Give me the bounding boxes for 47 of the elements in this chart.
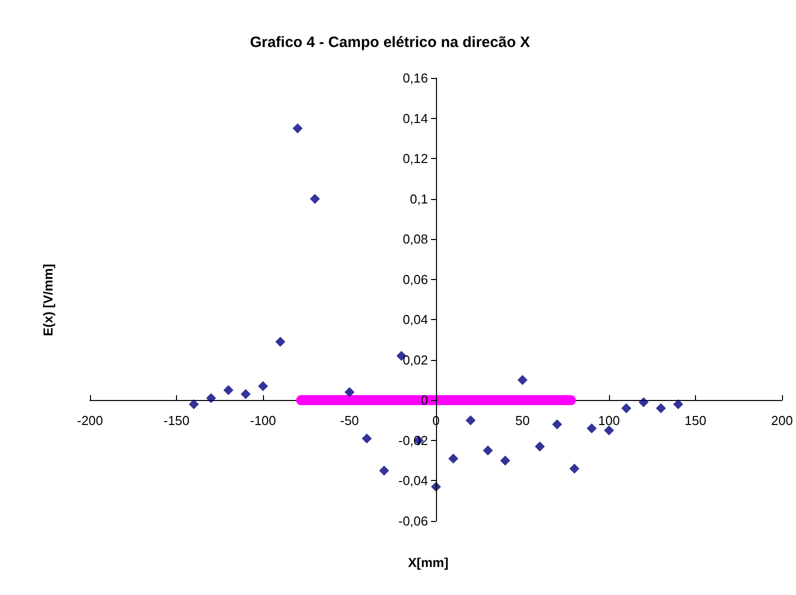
point	[188, 399, 199, 410]
y-tick-label: 0,04	[402, 312, 428, 328]
y-axis-title: E(x) [V/mm]	[40, 264, 56, 336]
point	[552, 419, 562, 430]
point	[621, 403, 632, 414]
x-tick-label: 50	[515, 413, 530, 428]
point	[466, 415, 476, 426]
point	[344, 387, 354, 398]
x-tick-label: 150	[684, 413, 706, 428]
y-tick-label: -0,04	[398, 473, 428, 488]
y-tick-label: -0,06	[398, 514, 428, 528]
x-tick-label: -50	[340, 413, 359, 428]
point	[586, 423, 597, 434]
point	[534, 441, 545, 452]
y-tick-label: 0,06	[402, 272, 428, 287]
x-tick-label: 100	[598, 413, 620, 428]
x-tick-label: -200	[76, 413, 104, 428]
x-tick-label: -150	[163, 413, 190, 428]
point	[206, 393, 216, 404]
y-tick-label: 0,16	[402, 70, 428, 86]
point	[362, 433, 372, 444]
point	[482, 446, 493, 456]
point	[258, 381, 268, 392]
y-tick-label: 0,02	[402, 352, 428, 368]
point	[500, 456, 510, 466]
point	[379, 466, 390, 476]
point	[638, 397, 649, 408]
point	[275, 336, 286, 347]
x-axis-title: X[mm]	[408, 555, 448, 570]
y-tick-label: 0,08	[402, 232, 428, 247]
x-tick-label: -100	[250, 413, 276, 428]
point	[292, 123, 303, 134]
x-tick-label: 200	[771, 413, 793, 428]
point	[223, 385, 234, 396]
point	[604, 425, 614, 436]
point	[240, 389, 251, 400]
y-tick-label: 0,1	[410, 191, 428, 206]
point	[673, 399, 684, 410]
point	[656, 403, 666, 414]
y-tick-label: 0	[420, 392, 428, 408]
point	[569, 464, 580, 474]
chart-title: Grafico 4 - Campo elétrico na direcão X	[250, 34, 530, 51]
point	[518, 375, 528, 386]
point	[310, 194, 320, 204]
point	[448, 454, 458, 464]
y-tick-label: 0,14	[402, 110, 428, 126]
y-tick-label: 0,12	[402, 151, 428, 166]
